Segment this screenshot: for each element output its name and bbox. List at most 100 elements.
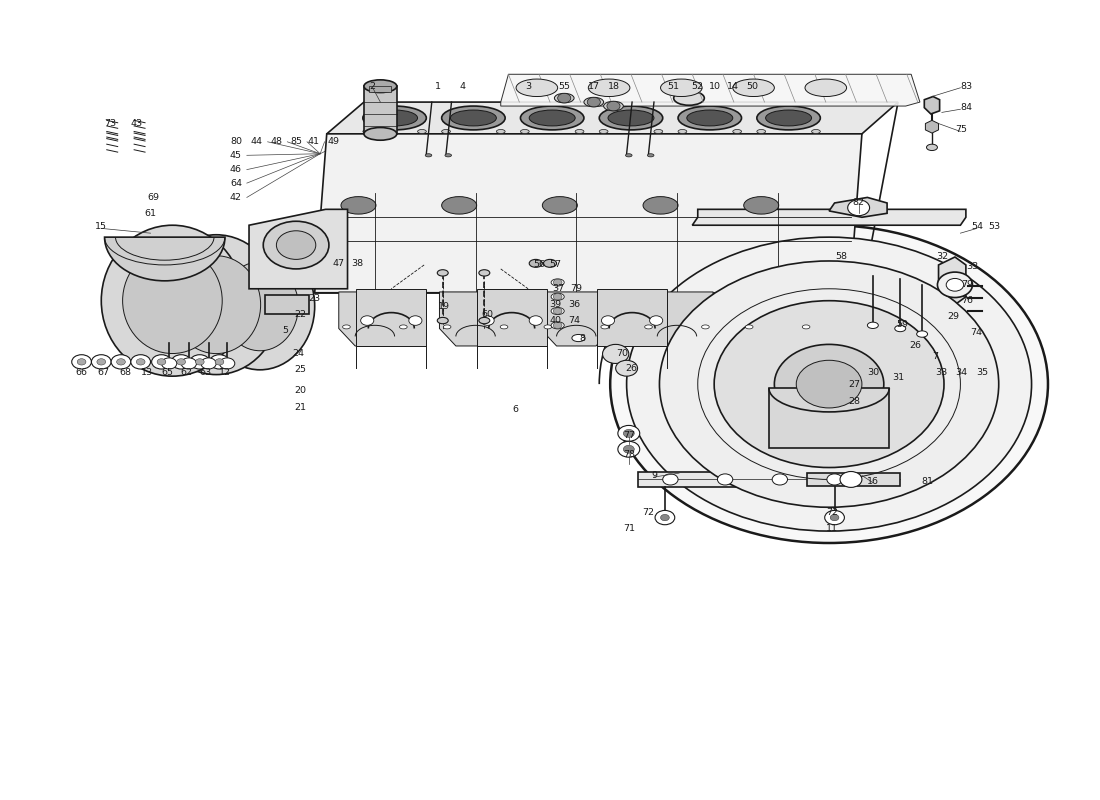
Ellipse shape xyxy=(757,106,821,130)
Polygon shape xyxy=(265,295,309,314)
Text: 69: 69 xyxy=(147,193,160,202)
Circle shape xyxy=(196,358,205,365)
Ellipse shape xyxy=(894,326,905,332)
Polygon shape xyxy=(370,86,392,92)
Circle shape xyxy=(201,358,217,369)
Circle shape xyxy=(587,98,601,107)
Ellipse shape xyxy=(153,234,279,374)
Text: 74: 74 xyxy=(568,316,580,325)
Circle shape xyxy=(77,358,86,365)
Circle shape xyxy=(618,426,640,442)
Circle shape xyxy=(616,360,638,376)
Circle shape xyxy=(840,471,862,487)
Ellipse shape xyxy=(222,262,298,350)
Text: 67: 67 xyxy=(98,368,110,377)
Text: 71: 71 xyxy=(623,524,635,533)
Text: 13: 13 xyxy=(141,368,153,377)
Text: 9: 9 xyxy=(651,471,657,480)
Circle shape xyxy=(131,354,151,369)
Circle shape xyxy=(772,474,788,485)
Circle shape xyxy=(662,474,678,485)
Circle shape xyxy=(529,316,542,326)
Text: 41: 41 xyxy=(308,138,320,146)
Text: 47: 47 xyxy=(333,259,344,268)
Polygon shape xyxy=(829,198,887,218)
Ellipse shape xyxy=(575,130,584,134)
Ellipse shape xyxy=(654,130,662,134)
Ellipse shape xyxy=(604,102,624,111)
Circle shape xyxy=(172,354,191,369)
Circle shape xyxy=(624,446,635,454)
Ellipse shape xyxy=(678,106,741,130)
Text: 20: 20 xyxy=(295,386,307,395)
Polygon shape xyxy=(356,289,427,346)
Text: 53: 53 xyxy=(988,222,1000,231)
Text: 85: 85 xyxy=(290,138,303,146)
Ellipse shape xyxy=(342,325,350,329)
Text: 36: 36 xyxy=(568,300,580,309)
Ellipse shape xyxy=(438,270,448,276)
Ellipse shape xyxy=(551,307,564,314)
Circle shape xyxy=(848,200,870,216)
Text: 35: 35 xyxy=(976,368,989,377)
Circle shape xyxy=(361,316,374,326)
Text: 24: 24 xyxy=(293,350,305,358)
Text: 28: 28 xyxy=(848,397,860,406)
Text: 11: 11 xyxy=(826,524,838,533)
Polygon shape xyxy=(641,292,713,346)
Ellipse shape xyxy=(644,197,678,214)
Ellipse shape xyxy=(916,331,927,338)
Circle shape xyxy=(553,294,562,300)
Text: 80: 80 xyxy=(230,138,242,146)
Text: 7: 7 xyxy=(932,352,938,361)
Ellipse shape xyxy=(572,334,585,342)
Polygon shape xyxy=(807,473,900,486)
Ellipse shape xyxy=(364,80,397,93)
Text: 16: 16 xyxy=(867,477,879,486)
Text: 76: 76 xyxy=(961,296,974,305)
Text: 56: 56 xyxy=(534,261,546,270)
Text: 38: 38 xyxy=(351,259,363,268)
Text: 40: 40 xyxy=(550,316,561,325)
Ellipse shape xyxy=(648,154,654,157)
Ellipse shape xyxy=(418,130,427,134)
Text: 79: 79 xyxy=(570,284,582,294)
Text: 83: 83 xyxy=(960,82,972,90)
Ellipse shape xyxy=(733,79,774,97)
Polygon shape xyxy=(938,257,966,305)
Text: 33: 33 xyxy=(966,262,978,271)
Ellipse shape xyxy=(444,154,451,157)
Ellipse shape xyxy=(426,154,432,157)
Ellipse shape xyxy=(812,130,821,134)
Text: 50: 50 xyxy=(747,82,759,90)
Text: 84: 84 xyxy=(960,103,972,112)
Ellipse shape xyxy=(600,106,662,130)
Text: 65: 65 xyxy=(161,368,173,377)
Circle shape xyxy=(553,322,562,329)
Ellipse shape xyxy=(364,127,397,140)
Circle shape xyxy=(111,354,131,369)
Ellipse shape xyxy=(660,79,702,97)
Text: 72: 72 xyxy=(826,508,838,518)
Text: 27: 27 xyxy=(848,380,860,389)
Text: 72: 72 xyxy=(642,508,654,518)
Text: 68: 68 xyxy=(120,368,131,377)
Text: 25: 25 xyxy=(295,366,307,374)
Ellipse shape xyxy=(626,154,632,157)
Text: 30: 30 xyxy=(867,368,879,377)
Text: 48: 48 xyxy=(271,138,283,146)
Ellipse shape xyxy=(868,322,878,329)
Circle shape xyxy=(827,474,843,485)
Ellipse shape xyxy=(584,98,604,107)
Ellipse shape xyxy=(443,325,451,329)
Circle shape xyxy=(618,442,640,457)
Circle shape xyxy=(276,230,316,259)
Ellipse shape xyxy=(601,325,608,329)
Circle shape xyxy=(97,358,106,365)
Ellipse shape xyxy=(600,130,608,134)
Text: 44: 44 xyxy=(251,138,263,146)
Text: 19: 19 xyxy=(438,302,450,310)
Text: 29: 29 xyxy=(947,312,959,321)
Ellipse shape xyxy=(542,197,578,214)
Ellipse shape xyxy=(172,256,261,354)
